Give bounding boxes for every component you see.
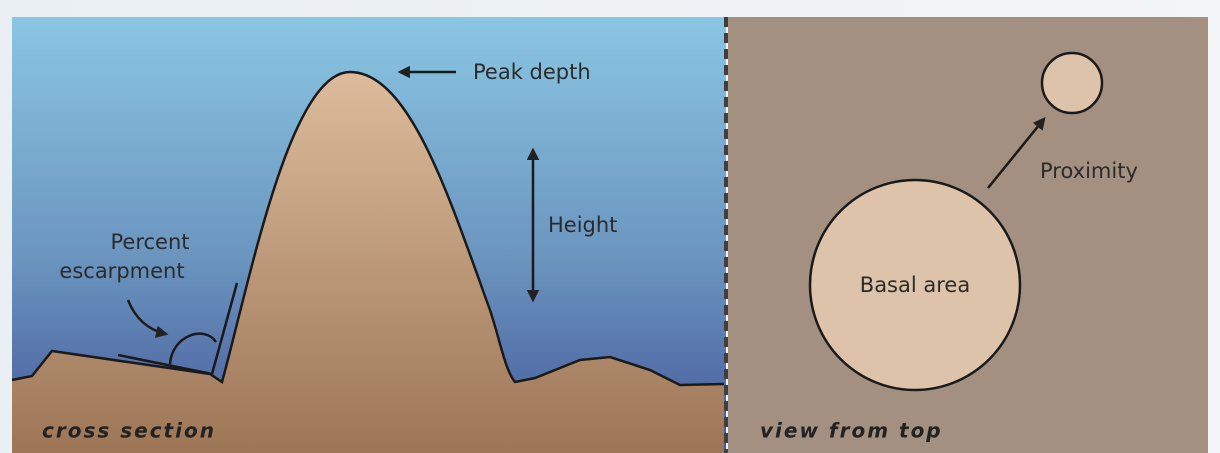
height-label: Height (548, 213, 617, 237)
caption: view from top (760, 419, 943, 443)
neighbor-circle (1042, 53, 1102, 113)
basal-area-label: Basal area (860, 273, 970, 297)
proximity-label: Proximity (1040, 159, 1138, 183)
escarpment-label-1: Percent (110, 230, 189, 254)
escarpment-label-2: escarpment (59, 259, 184, 283)
caption: cross section (42, 419, 216, 443)
diagram: Percent escarpment Peak depth Height cro… (0, 0, 1220, 453)
peak-depth-label: Peak depth (473, 60, 591, 84)
